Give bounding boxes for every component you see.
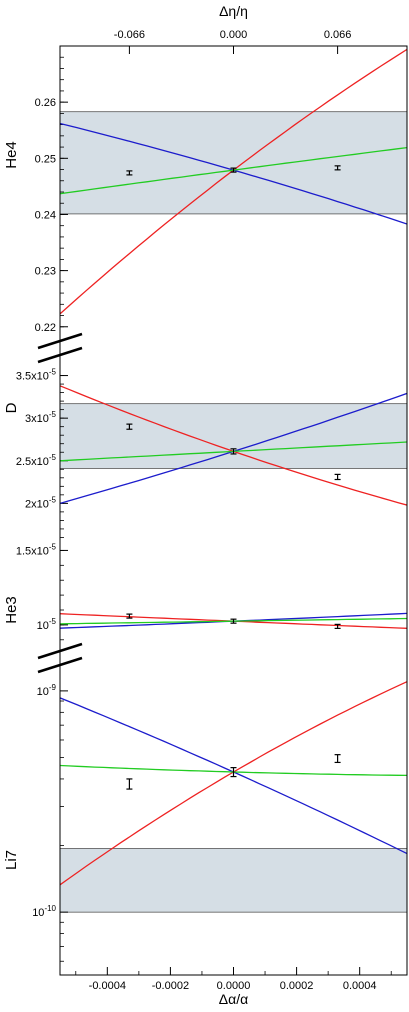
x-top-tick-label-2: 0.066 (324, 29, 352, 41)
he4-point-2 (334, 165, 341, 171)
d-ylabel: D (3, 402, 20, 413)
he3-point-0 (126, 613, 133, 619)
d-band (59, 403, 408, 469)
he4-ylabel: He4 (3, 141, 20, 169)
x-tick-label-4: 0.0004 (343, 980, 377, 992)
x-top-tick-label-0: -0.066 (114, 29, 145, 41)
d-point-1 (230, 448, 237, 455)
he4-ytick-label-1: 0.23 (35, 266, 56, 278)
axes-and-ticks: 0.22 0.23 0.24 0.25 0.26 2x10-5 2.5x10-5 3x10-5… (16, 29, 392, 992)
he4-point-1 (230, 167, 237, 173)
d-ytick-label-2: 3x10-5 (25, 410, 57, 425)
li7-band (59, 848, 408, 913)
he4-band (59, 111, 408, 215)
d-ytick-label-0: 2x10-5 (25, 495, 57, 510)
he3-point-1 (230, 618, 237, 624)
he3-ytick-label-0: 10-5 (37, 617, 57, 632)
x-axis-label: Δα/α (219, 991, 248, 1007)
d-ytick-label-3: 3.5x10-5 (16, 368, 57, 383)
he3-point-2 (334, 623, 341, 629)
he4-ytick-label-2: 0.24 (35, 209, 56, 221)
x-tick-label-0: -0.0004 (89, 980, 126, 992)
plot-frame (59, 45, 408, 976)
d-ytick-label-1: 2.5x10-5 (16, 453, 57, 468)
x-tick-label-2: 0.0000 (217, 980, 251, 992)
x-top-axis-label: Δη/η (219, 3, 248, 19)
confidence-bands (59, 111, 408, 913)
x-tick-label-1: -0.0002 (152, 980, 189, 992)
li7-point-0 (126, 778, 133, 790)
li7-ytick-label-1: 10-9 (37, 683, 57, 698)
he4-ytick-label-3: 0.25 (35, 153, 56, 165)
li7-point-2 (334, 754, 341, 764)
he3-ytick-label-1: 1.5x10-5 (16, 542, 57, 557)
li7-point-1 (230, 767, 237, 778)
he3-ylabel: He3 (3, 596, 20, 624)
x-top-tick-label-1: 0.000 (220, 29, 248, 41)
data-points (126, 165, 341, 790)
d-point-2 (334, 473, 341, 481)
d-point-0 (126, 423, 133, 430)
he4-ytick-label-4: 0.26 (35, 97, 56, 109)
axis-labels: He4 D He3 Li7 Δα/α Δη/η (3, 3, 248, 1007)
x-tick-label-3: 0.0002 (280, 980, 314, 992)
li7-ylabel: Li7 (3, 850, 20, 870)
li7-ytick-label-0: 10-10 (32, 904, 56, 919)
he4-point-0 (126, 170, 133, 176)
he4-ytick-label-0: 0.22 (35, 322, 56, 334)
